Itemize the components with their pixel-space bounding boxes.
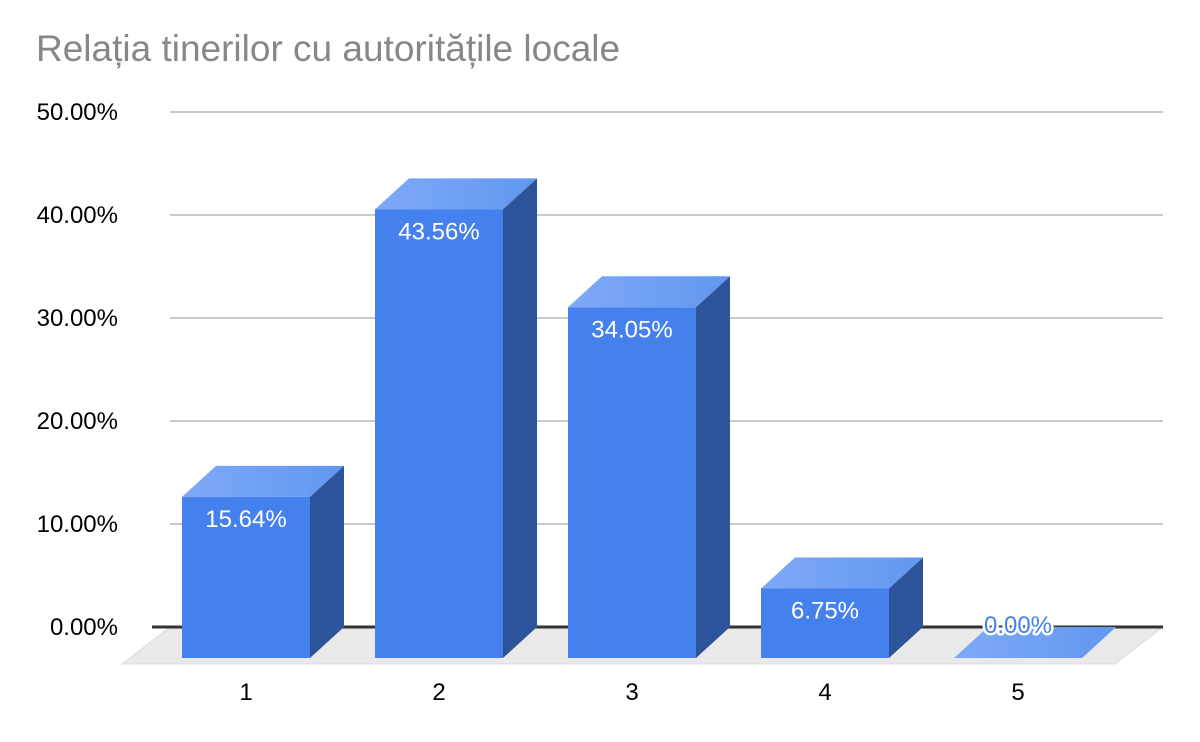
bar-column-2[interactable]: 43.56% (375, 178, 537, 658)
y-axis-tick-label: 20.00% (37, 408, 118, 435)
y-axis-tick-label: 30.00% (37, 305, 118, 332)
bar-side-face[interactable] (889, 557, 923, 658)
bar-front-face[interactable] (568, 307, 696, 658)
bar-front-face[interactable] (375, 209, 503, 658)
y-axis-tick-label: 10.00% (37, 511, 118, 538)
bar-front-face[interactable] (761, 588, 889, 658)
bar-column-1[interactable]: 15.64% (182, 465, 344, 658)
bar-value-label: 43.56% (398, 218, 479, 245)
bar-front-face[interactable] (182, 496, 310, 658)
bar-side-face[interactable] (310, 465, 344, 658)
y-axis-tick-label: 0.00% (50, 614, 118, 641)
bar-top-face[interactable] (182, 465, 344, 497)
bar-top-face[interactable] (568, 276, 730, 308)
x-axis-category-label: 3 (625, 679, 638, 706)
bar-value-label: 6.75% (791, 597, 859, 624)
chart-title: Relația tinerilor cu autoritățile locale (36, 28, 621, 69)
bar-top-face[interactable] (761, 557, 923, 589)
bar-value-label: 0.00% (984, 612, 1052, 639)
x-axis-category-label: 4 (818, 679, 831, 706)
x-axis-category-label: 1 (239, 679, 252, 706)
bar-column-5[interactable]: 0.00% (954, 610, 1116, 658)
bar-value-label: 34.05% (591, 316, 672, 343)
bar-side-face[interactable] (503, 178, 537, 658)
x-axis-category-label: 2 (432, 679, 445, 706)
bar-value-label: 15.64% (205, 506, 286, 533)
y-axis-tick-label: 50.00% (37, 99, 118, 126)
bar-column-4[interactable]: 6.75% (761, 557, 923, 658)
bar-top-face[interactable] (954, 627, 1116, 658)
bar-side-face[interactable] (696, 276, 730, 658)
bar-top-face[interactable] (375, 178, 537, 210)
x-axis-category-label: 5 (1011, 679, 1024, 706)
bar-column-3[interactable]: 34.05% (568, 276, 730, 658)
y-axis-tick-label: 40.00% (37, 202, 118, 229)
